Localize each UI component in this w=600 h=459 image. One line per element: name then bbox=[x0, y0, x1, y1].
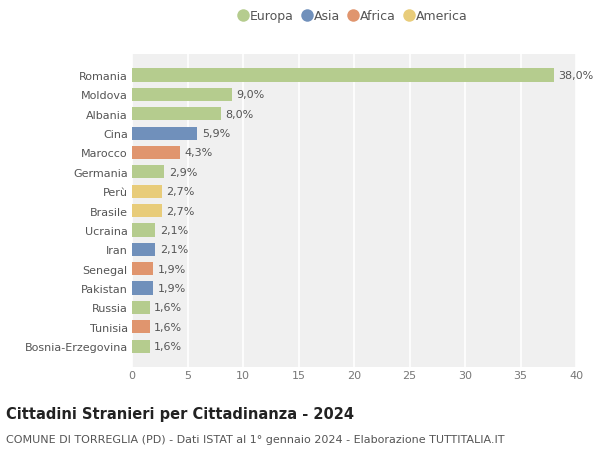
Bar bbox=[132, 89, 232, 102]
Text: 1,6%: 1,6% bbox=[154, 341, 182, 352]
Text: 1,9%: 1,9% bbox=[158, 284, 186, 293]
Bar bbox=[132, 320, 150, 334]
Bar bbox=[132, 224, 155, 237]
Text: 8,0%: 8,0% bbox=[225, 110, 253, 119]
Text: Cittadini Stranieri per Cittadinanza - 2024: Cittadini Stranieri per Cittadinanza - 2… bbox=[6, 406, 354, 421]
Text: 2,9%: 2,9% bbox=[169, 168, 197, 178]
Bar bbox=[132, 263, 153, 276]
Bar bbox=[132, 243, 155, 257]
Text: 1,6%: 1,6% bbox=[154, 303, 182, 313]
Text: 2,7%: 2,7% bbox=[166, 187, 195, 197]
Bar bbox=[132, 205, 162, 218]
Bar bbox=[132, 282, 153, 295]
Bar bbox=[132, 166, 164, 179]
Text: COMUNE DI TORREGLIA (PD) - Dati ISTAT al 1° gennaio 2024 - Elaborazione TUTTITAL: COMUNE DI TORREGLIA (PD) - Dati ISTAT al… bbox=[6, 434, 505, 444]
Text: 5,9%: 5,9% bbox=[202, 129, 230, 139]
Bar bbox=[132, 108, 221, 121]
Bar bbox=[132, 146, 180, 160]
Bar bbox=[132, 301, 150, 314]
Text: 38,0%: 38,0% bbox=[558, 71, 593, 81]
Bar bbox=[132, 185, 162, 198]
Bar bbox=[132, 69, 554, 83]
Text: 1,6%: 1,6% bbox=[154, 322, 182, 332]
Text: 2,1%: 2,1% bbox=[160, 245, 188, 255]
Text: 9,0%: 9,0% bbox=[236, 90, 265, 100]
Bar bbox=[132, 340, 150, 353]
Text: 4,3%: 4,3% bbox=[184, 148, 212, 158]
Bar bbox=[132, 127, 197, 140]
Text: 2,1%: 2,1% bbox=[160, 225, 188, 235]
Legend: Europa, Asia, Africa, America: Europa, Asia, Africa, America bbox=[235, 5, 473, 28]
Text: 1,9%: 1,9% bbox=[158, 264, 186, 274]
Text: 2,7%: 2,7% bbox=[166, 206, 195, 216]
